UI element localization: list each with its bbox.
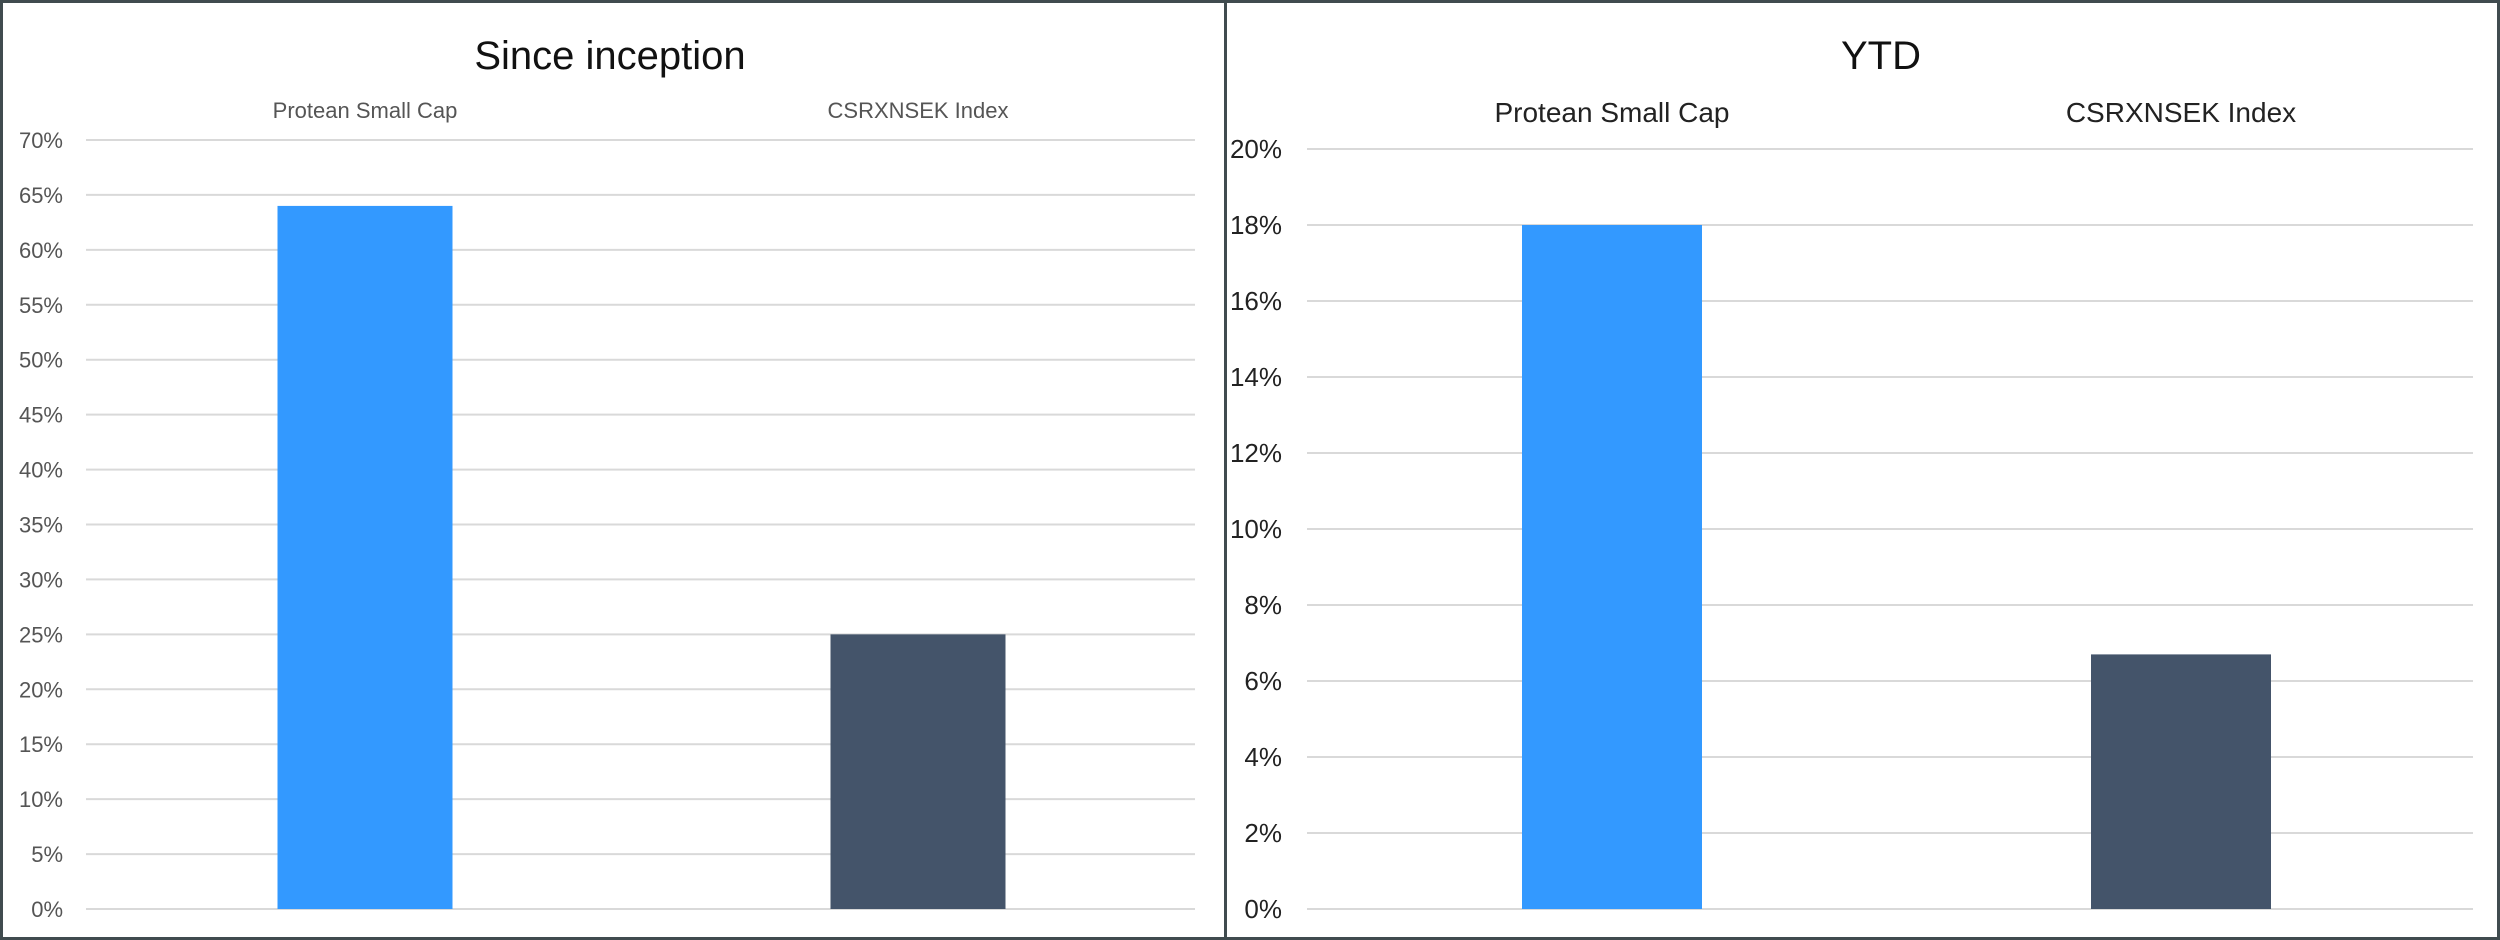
y-tick-label: 4%: [1244, 742, 1282, 772]
y-tick-label: 70%: [19, 128, 63, 153]
category-label-protean-small-cap: Protean Small Cap: [1494, 97, 1729, 128]
y-tick-label: 16%: [1230, 286, 1282, 316]
y-tick-label: 50%: [19, 348, 63, 373]
category-label-csrxnsek-index: CSRXNSEK Index: [2066, 97, 2296, 128]
y-tick-label: 10%: [1230, 514, 1282, 544]
bars: [1522, 225, 2271, 909]
chart-since-inception: Since inception Protean Small Cap CSRXNS…: [19, 34, 1195, 922]
y-tick-label: 5%: [31, 842, 63, 867]
bar-protean-small-cap: [1522, 225, 1702, 909]
y-tick-label: 0%: [1244, 894, 1282, 924]
y-tick-label: 45%: [19, 403, 63, 428]
y-tick-label: 60%: [19, 238, 63, 263]
y-tick-label: 8%: [1244, 590, 1282, 620]
y-tick-label: 14%: [1230, 362, 1282, 392]
y-tick-label: 6%: [1244, 666, 1282, 696]
bar-csrxnsek-index: [830, 634, 1006, 909]
y-tick-label: 20%: [19, 677, 63, 702]
category-label-csrxnsek-index: CSRXNSEK Index: [828, 98, 1009, 123]
y-tick-label: 30%: [19, 567, 63, 592]
y-axis: 0% 5% 10% 15% 20% 25% 30% 35% 40% 45% 50% 55% 60% 65%…: [19, 128, 63, 922]
y-tick-label: 55%: [19, 293, 63, 318]
chart-panel-ytd: YTD Protean Small Cap CSRXNSEK Index 0% 2…: [1224, 0, 2500, 940]
y-tick-label: 10%: [19, 787, 63, 812]
chart-title: Since inception: [474, 34, 745, 78]
y-tick-label: 25%: [19, 622, 63, 647]
gridlines: [1307, 148, 2473, 910]
y-axis: 0% 2% 4% 6% 8% 10% 12% 14% 16% 18% 20%: [1230, 134, 1282, 924]
bars: [277, 205, 1006, 909]
y-tick-label: 12%: [1230, 438, 1282, 468]
chart-panel-since-inception: Since inception Protean Small Cap CSRXNS…: [0, 0, 1228, 940]
y-tick-label: 2%: [1244, 818, 1282, 848]
y-tick-label: 65%: [19, 183, 63, 208]
bar-csrxnsek-index: [2091, 654, 2271, 909]
chart-title: YTD: [1841, 34, 1921, 78]
y-tick-label: 0%: [31, 897, 63, 922]
y-tick-label: 18%: [1230, 210, 1282, 240]
chart-ytd: YTD Protean Small Cap CSRXNSEK Index 0% 2…: [1230, 34, 2473, 924]
gridlines: [86, 139, 1195, 910]
y-tick-label: 15%: [19, 732, 63, 757]
y-tick-label: 40%: [19, 458, 63, 483]
y-tick-label: 35%: [19, 513, 63, 538]
category-label-protean-small-cap: Protean Small Cap: [273, 98, 458, 123]
bar-protean-small-cap: [277, 205, 453, 909]
y-tick-label: 20%: [1230, 134, 1282, 164]
